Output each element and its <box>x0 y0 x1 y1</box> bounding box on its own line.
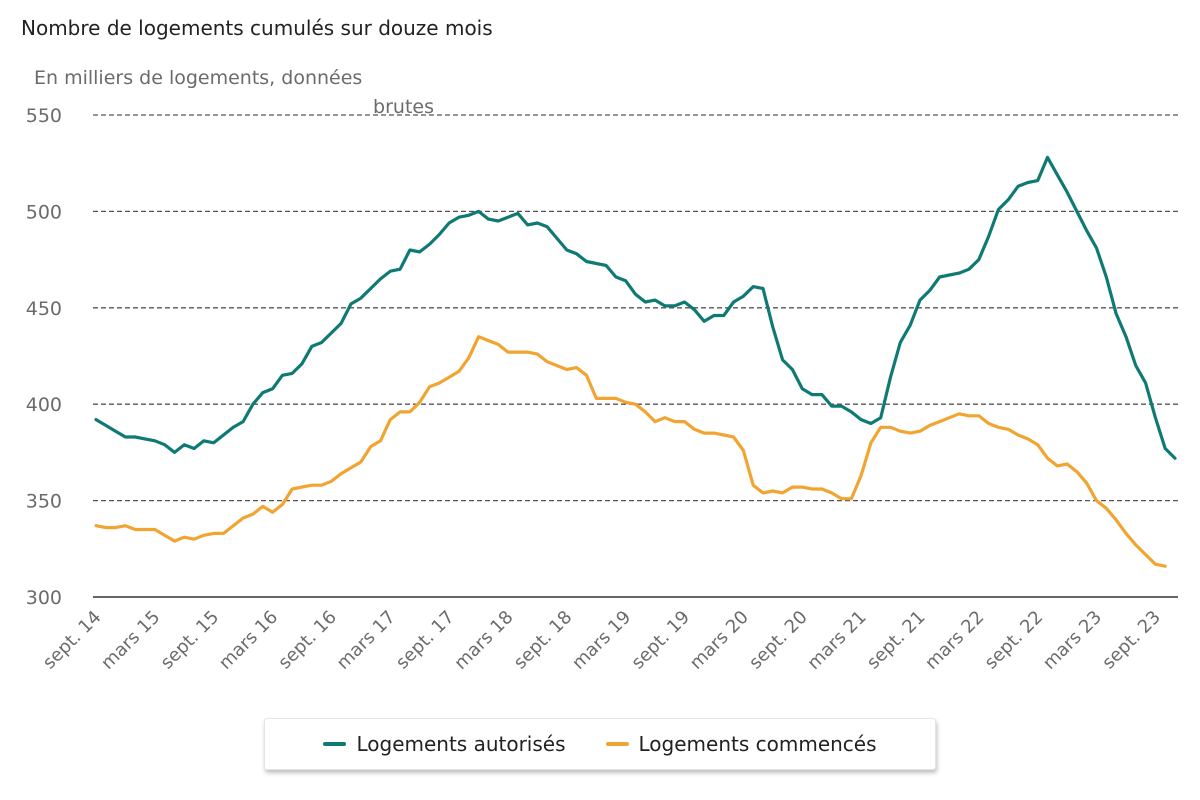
legend-label: Logements autorisés <box>356 732 566 756</box>
series-line-commences <box>94 335 1167 568</box>
x-tick-label: mars 20 <box>686 607 753 674</box>
x-tick-label: sept. 18 <box>510 607 577 674</box>
x-tick-label: mars 18 <box>450 607 517 674</box>
y-tick-label: 350 <box>26 491 62 513</box>
legend: Logements autorisés Logements commencés <box>264 718 936 770</box>
x-tick-label: sept. 21 <box>863 607 930 674</box>
legend-item-commences[interactable]: Logements commencés <box>605 732 877 756</box>
series-lines <box>94 155 1177 568</box>
x-tick-label: sept. 22 <box>981 607 1048 674</box>
y-tick-label: 550 <box>26 105 62 127</box>
x-tick-label: mars 23 <box>1039 607 1106 674</box>
x-tick-label: sept. 14 <box>39 607 106 674</box>
legend-label: Logements commencés <box>638 732 877 756</box>
subtitle-line-1: En milliers de logements, données <box>34 67 363 89</box>
x-tick-label: mars 21 <box>803 607 870 674</box>
series-line-autorises <box>94 155 1177 460</box>
chart-title: Nombre de logements cumulés sur douze mo… <box>21 16 493 40</box>
legend-item-autorises[interactable]: Logements autorisés <box>323 732 566 756</box>
y-axis-ticks: 300 350 400 450 500 550 <box>26 105 62 609</box>
x-tick-label: sept. 19 <box>627 607 694 674</box>
x-tick-label: mars 17 <box>333 607 400 674</box>
legend-swatch-commences <box>605 742 629 746</box>
x-tick-label: sept. 16 <box>274 607 341 674</box>
legend-swatch-autorises <box>323 742 347 746</box>
y-tick-label: 400 <box>26 394 62 416</box>
gridlines <box>93 114 1178 598</box>
y-tick-label: 500 <box>26 201 62 223</box>
x-tick-label: sept. 17 <box>392 607 459 674</box>
x-tick-label: mars 16 <box>215 607 282 674</box>
y-tick-label: 450 <box>26 298 62 320</box>
x-tick-label: mars 19 <box>568 607 635 674</box>
x-tick-label: sept. 20 <box>745 607 812 674</box>
y-tick-label: 300 <box>26 587 62 609</box>
x-tick-label: sept. 15 <box>157 607 224 674</box>
x-tick-label: mars 22 <box>921 607 988 674</box>
x-tick-label: mars 15 <box>97 607 164 674</box>
subtitle-line-2: brutes <box>373 96 434 118</box>
x-tick-label: sept. 23 <box>1098 607 1165 674</box>
y-axis-unit-label: En milliers de logements, données brutes <box>34 64 434 122</box>
